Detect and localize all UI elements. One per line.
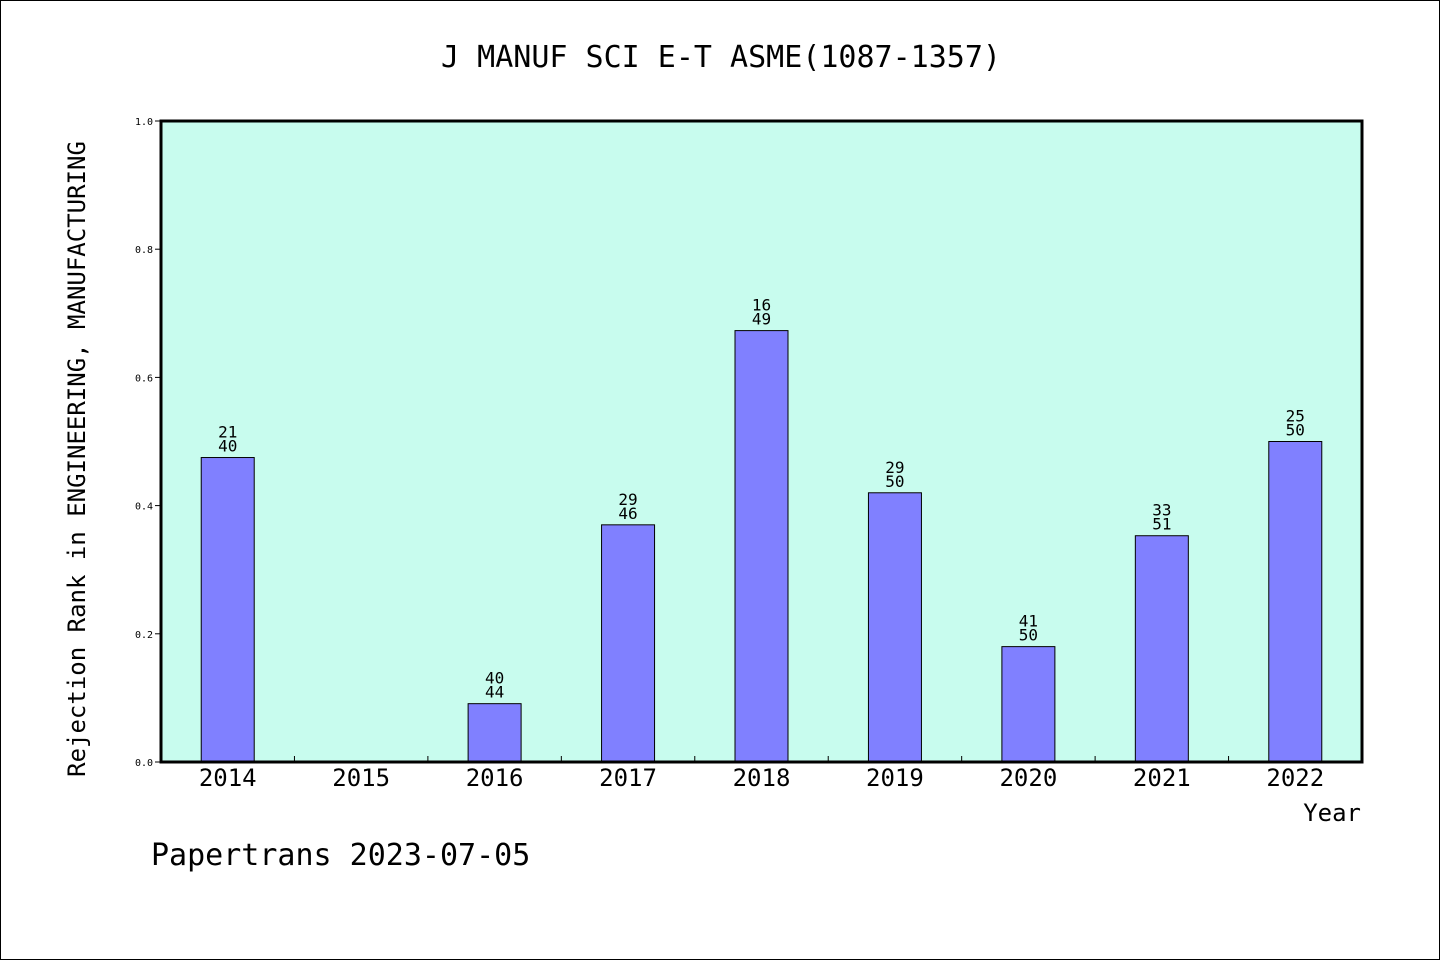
x-tick-label-2021: 2021 [1133,764,1191,792]
y-tick-label: 0.2 [135,630,153,641]
bars-group [200,330,1323,763]
x-tick-label-2022: 2022 [1266,764,1324,792]
bar-label-top-2016: 40 [485,669,504,688]
bar-2021 [1134,535,1189,763]
bar-label-bottom-2016: 44 [485,683,504,702]
bar-label-top-2022: 25 [1286,407,1305,426]
chart-title: J MANUF SCI E-T ASME(1087-1357) [441,40,1001,75]
bar-2017 [601,524,656,763]
bar-label-top-2019: 29 [885,458,904,477]
y-axis-ticks: 0.0 0.2 0.4 0.6 0.8 1.0 [135,117,161,769]
y-tick-label: 0.4 [135,502,153,513]
bar-label-bottom-2020: 50 [1019,626,1038,645]
y-tick-label: 0.0 [135,758,153,769]
bar-label-top-2021: 33 [1152,501,1171,520]
bar-label-top-2020: 41 [1019,612,1038,631]
bar-2020 [1001,646,1056,763]
y-axis-label: Rejection Rank in ENGINEERING, MANUFACTU… [63,141,91,777]
bar-label-top-2018: 16 [752,296,771,315]
footer-text: Papertrans 2023-07-05 [151,838,530,873]
bar-label-top-2014: 21 [218,423,237,442]
plot-border [159,119,1364,764]
x-axis-label: Year [1303,799,1361,827]
bar-2018 [734,330,789,763]
x-tick-label-2015: 2015 [332,764,390,792]
x-tick-label-2019: 2019 [866,764,924,792]
bar-label-bottom-2018: 49 [752,310,771,329]
bar-label-bottom-2021: 51 [1152,515,1171,534]
x-tick-label-2016: 2016 [466,764,524,792]
bar-2022 [1268,441,1323,763]
bar-label-bottom-2022: 50 [1286,421,1305,440]
y-tick-label: 1.0 [135,117,153,128]
bar-label-bottom-2014: 40 [218,437,237,456]
x-tick-label-2014: 2014 [199,764,257,792]
x-tick-label-2020: 2020 [999,764,1057,792]
bar-2019 [867,492,922,763]
y-tick-label: 0.6 [135,373,153,384]
bar-label-bottom-2019: 50 [885,472,904,491]
y-tick-label: 0.8 [135,245,153,256]
bar-2016 [467,703,522,763]
bar-label-top-2017: 29 [618,490,637,509]
bar-2014 [200,457,255,763]
x-tick-label-2017: 2017 [599,764,657,792]
x-tick-label-2018: 2018 [733,764,791,792]
x-axis-ticks: 2014 2015 2016 2017 2018 2019 2020 2021 2022 [199,756,1324,792]
bar-label-bottom-2017: 46 [618,504,637,523]
